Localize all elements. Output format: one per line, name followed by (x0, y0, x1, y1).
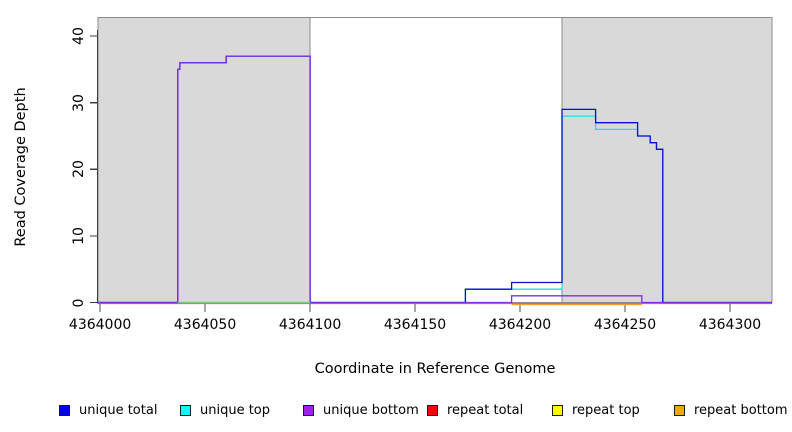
x-axis-title: Coordinate in Reference Genome (314, 361, 556, 377)
legend-entry-repeat-top: repeat top (552, 403, 640, 418)
legend-swatch-icon (180, 405, 191, 416)
x-tick-label: 4364250 (593, 317, 657, 333)
legend-entry-unique-total: unique total (59, 403, 157, 418)
right-gray-region (561, 17, 773, 303)
y-tick-label: 20 (71, 160, 87, 179)
legend-swatch-icon (427, 405, 438, 416)
legend-entry-unique-bottom: unique bottom (303, 403, 419, 418)
x-tick-label: 4364100 (278, 317, 342, 333)
left-gray-region (97, 17, 311, 303)
legend-swatch-icon (552, 405, 563, 416)
legend: unique total unique top unique bottom repea… (0, 0, 792, 418)
legend-label: repeat top (572, 403, 640, 418)
series-line-unique-bottom (98, 55, 772, 304)
middle-white-region (309, 17, 563, 303)
y-axis-title: Read Coverage Depth (13, 87, 29, 247)
legend-label: unique total (79, 403, 158, 418)
legend-label: unique bottom (323, 403, 419, 418)
y-tick-label: 30 (71, 93, 87, 112)
x-tick-label: 4364300 (698, 317, 762, 333)
legend-entry-unique-top: unique top (180, 403, 270, 418)
x-tick-label: 4364050 (173, 317, 237, 333)
legend-label: repeat bottom (694, 403, 788, 418)
legend-entry-repeat-bottom: repeat bottom (674, 403, 788, 418)
x-tick-label: 4364150 (383, 317, 447, 333)
legend-swatch-icon (674, 405, 685, 416)
x-tick-label: 4364200 (488, 317, 552, 333)
legend-swatch-icon (303, 405, 314, 416)
y-tick-label: 40 (71, 27, 87, 46)
legend-swatch-icon (59, 405, 70, 416)
legend-label: repeat total (447, 403, 524, 418)
legend-label: unique top (200, 403, 271, 418)
y-tick-label: 0 (71, 298, 87, 307)
x-tick-label: 4364000 (68, 317, 132, 333)
y-tick-label: 10 (71, 226, 87, 245)
legend-entry-repeat-total: repeat total (427, 403, 523, 418)
